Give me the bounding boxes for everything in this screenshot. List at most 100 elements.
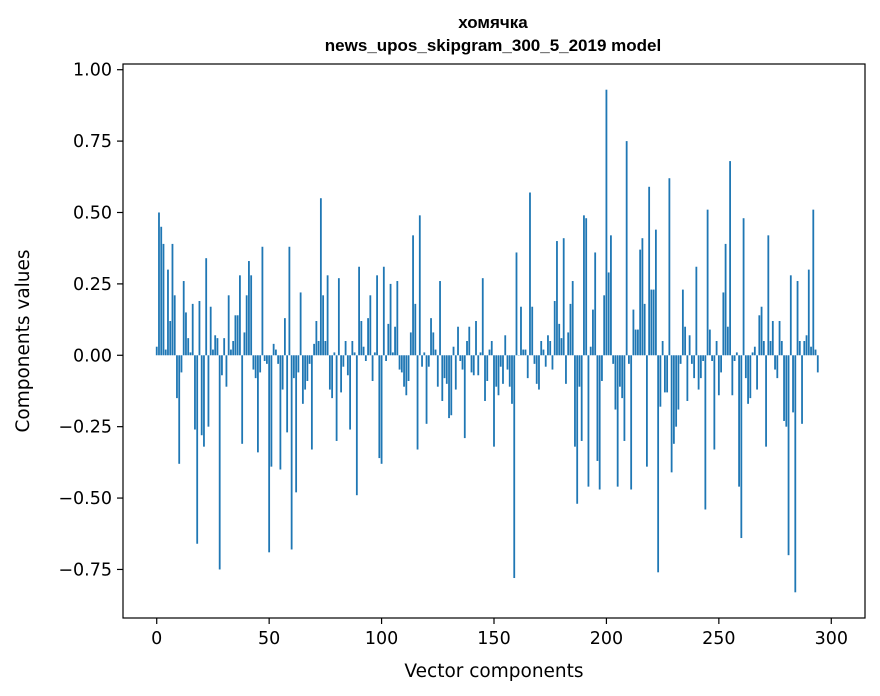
bar — [681, 289, 684, 356]
bar — [250, 275, 253, 356]
bar — [218, 355, 221, 570]
bar — [598, 355, 601, 490]
bar — [637, 329, 639, 356]
bar — [434, 349, 437, 356]
bar — [470, 355, 473, 373]
bar — [178, 355, 181, 464]
bar — [436, 355, 439, 387]
bar — [180, 355, 183, 373]
bar — [234, 315, 237, 356]
bar — [173, 295, 176, 356]
bar — [439, 281, 441, 356]
bar — [596, 355, 599, 461]
bar — [344, 341, 347, 356]
bar — [450, 355, 453, 416]
bar — [794, 355, 797, 593]
x-tick-label: 200 — [590, 629, 623, 649]
bar — [205, 258, 208, 356]
bar — [328, 355, 331, 390]
bar — [740, 355, 743, 539]
bar — [445, 355, 448, 384]
bar — [275, 349, 277, 356]
bar — [279, 355, 282, 470]
bar — [672, 355, 675, 444]
bar — [214, 335, 217, 356]
bar — [358, 266, 360, 356]
bar — [634, 329, 637, 356]
x-tick-label: 100 — [365, 629, 398, 649]
bar — [187, 338, 190, 356]
plot-frame — [122, 63, 866, 619]
bar — [162, 243, 165, 356]
bar — [196, 355, 199, 544]
bar — [452, 346, 455, 356]
bar — [594, 252, 597, 356]
bar — [589, 346, 592, 356]
bar — [578, 355, 581, 387]
bar — [158, 212, 160, 356]
bar — [767, 235, 770, 356]
bar — [194, 355, 196, 430]
bar — [292, 355, 295, 379]
bar — [742, 218, 745, 356]
bar — [693, 355, 696, 379]
y-axis-ticks: −0.75 −0.50 −0.25 0.00 0.25 0.50 0.75 1.00 — [58, 61, 123, 580]
bar — [762, 341, 765, 356]
bar — [248, 261, 250, 356]
bar — [254, 355, 257, 379]
bar — [286, 355, 289, 433]
bar — [432, 332, 435, 356]
bar — [569, 303, 572, 356]
bar — [221, 355, 223, 376]
bar — [796, 281, 799, 356]
bar — [412, 235, 414, 356]
bar — [263, 355, 266, 361]
chart-subtitle: news_upos_skipgram_300_5_2019 model — [325, 36, 661, 55]
bar — [198, 301, 201, 356]
bar — [427, 355, 430, 367]
bar — [785, 355, 788, 427]
bar — [747, 355, 749, 404]
bar — [654, 229, 657, 356]
bar — [542, 349, 545, 356]
bar — [756, 355, 758, 390]
bar — [661, 341, 664, 356]
bar — [308, 355, 311, 364]
bar — [699, 355, 702, 379]
bar — [185, 312, 187, 356]
bar — [241, 355, 244, 444]
bar — [272, 343, 275, 356]
bar — [556, 241, 558, 356]
bar — [414, 303, 417, 356]
bar — [628, 355, 630, 364]
bar — [484, 355, 486, 401]
bar — [283, 318, 286, 356]
bar — [448, 355, 450, 419]
bar — [268, 355, 271, 553]
bar — [684, 326, 687, 356]
bar — [614, 355, 617, 410]
bar — [639, 249, 642, 356]
bar — [646, 355, 648, 467]
bar — [466, 341, 468, 356]
bar — [713, 355, 716, 450]
bar — [621, 355, 624, 399]
bar — [490, 341, 493, 356]
bar — [798, 341, 801, 356]
bar — [522, 349, 525, 356]
bar — [342, 355, 345, 367]
bar — [207, 355, 210, 427]
bar — [641, 238, 644, 356]
bar — [738, 355, 740, 487]
bar — [717, 355, 720, 396]
bar — [382, 266, 385, 356]
bar — [333, 352, 336, 356]
bar — [376, 275, 378, 356]
bar — [659, 355, 662, 407]
bar — [252, 355, 255, 370]
bar — [200, 355, 203, 436]
bar — [475, 321, 477, 356]
bar — [499, 355, 502, 367]
bar — [726, 326, 729, 356]
bar — [551, 355, 554, 370]
